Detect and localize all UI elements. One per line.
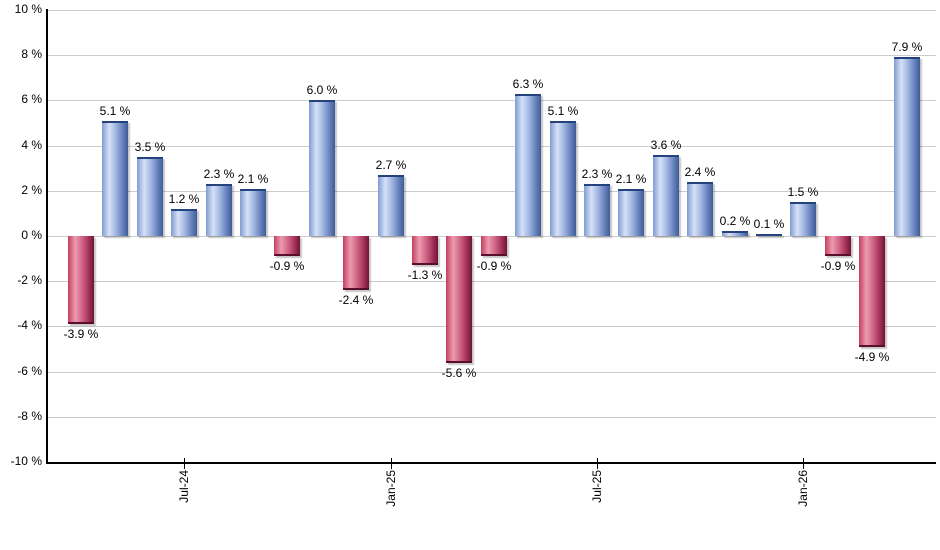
bar[interactable]: [274, 236, 300, 256]
bar[interactable]: [859, 236, 885, 347]
x-axis-tick: [391, 458, 392, 469]
bar-value-label: -3.9 %: [63, 327, 99, 341]
bar[interactable]: [756, 234, 782, 236]
bar[interactable]: [446, 236, 472, 363]
x-axis-tick-label: Jul-25: [590, 470, 604, 503]
y-axis-tick-label: 10 %: [14, 2, 42, 16]
gridline: [48, 100, 936, 101]
x-axis-tick-label: Jan-26: [796, 470, 810, 507]
bar[interactable]: [653, 155, 679, 236]
bar[interactable]: [550, 121, 576, 236]
gridline: [48, 281, 936, 282]
bar[interactable]: [102, 121, 128, 236]
bar-value-label: 2.1 %: [615, 172, 647, 186]
y-axis-tick-label: 4 %: [21, 138, 42, 152]
gridline: [48, 146, 936, 147]
bar[interactable]: [68, 236, 94, 324]
bar[interactable]: [618, 189, 644, 236]
bar[interactable]: [343, 236, 369, 290]
gridline: [48, 55, 936, 56]
gridline: [48, 417, 936, 418]
bar[interactable]: [722, 231, 748, 236]
bar-value-label: 5.1 %: [99, 104, 131, 118]
bar[interactable]: [825, 236, 851, 256]
bar[interactable]: [481, 236, 507, 256]
gridline: [48, 326, 936, 327]
x-axis-tick-label: Jan-25: [384, 470, 398, 507]
bar-value-label: 5.1 %: [547, 104, 579, 118]
bar-value-label: -0.9 %: [476, 259, 512, 273]
x-axis-tick-label: Jul-24: [177, 470, 191, 503]
bar[interactable]: [240, 189, 266, 236]
bar-value-label: 1.5 %: [787, 185, 819, 199]
bar-value-label: -2.4 %: [338, 293, 374, 307]
bar[interactable]: [378, 175, 404, 236]
bar[interactable]: [412, 236, 438, 265]
bar-value-label: 3.5 %: [134, 140, 166, 154]
bar-value-label: 2.1 %: [237, 172, 269, 186]
bar[interactable]: [894, 57, 920, 236]
bar-value-label: 2.4 %: [684, 165, 716, 179]
bar[interactable]: [790, 202, 816, 236]
bar[interactable]: [687, 182, 713, 236]
x-axis-tick: [803, 458, 804, 469]
bar-value-label: -0.9 %: [820, 259, 856, 273]
bar-value-label: -4.9 %: [854, 350, 890, 364]
bar[interactable]: [515, 94, 541, 236]
y-axis-tick-label: -8 %: [17, 409, 42, 423]
gridline: [48, 191, 936, 192]
y-axis-tick-label: 8 %: [21, 47, 42, 61]
y-axis-tick-label: -6 %: [17, 364, 42, 378]
bar-value-label: -0.9 %: [269, 259, 305, 273]
bar-value-label: 1.2 %: [168, 192, 200, 206]
bar[interactable]: [584, 184, 610, 236]
y-axis-tick-label: -2 %: [17, 273, 42, 287]
bar-value-label: -1.3 %: [407, 268, 443, 282]
bar-value-label: 2.7 %: [375, 158, 407, 172]
bar-value-label: 2.3 %: [203, 167, 235, 181]
bar-value-label: 6.0 %: [306, 83, 338, 97]
bar[interactable]: [171, 209, 197, 236]
bar[interactable]: [309, 100, 335, 236]
bar-value-label: -5.6 %: [441, 366, 477, 380]
bar-value-label: 2.3 %: [581, 167, 613, 181]
x-axis-tick: [597, 458, 598, 469]
gridline: [48, 10, 936, 11]
bar[interactable]: [206, 184, 232, 236]
bar-value-label: 0.2 %: [719, 214, 751, 228]
bar-value-label: 0.1 %: [753, 217, 785, 231]
bar-value-label: 7.9 %: [891, 40, 923, 54]
bar-value-label: 6.3 %: [512, 77, 544, 91]
y-axis-tick-label: 6 %: [21, 92, 42, 106]
y-axis-tick-label: 0 %: [21, 228, 42, 242]
bar-value-label: 3.6 %: [650, 138, 682, 152]
y-axis-tick-label: 2 %: [21, 183, 42, 197]
gridline: [48, 372, 936, 373]
y-axis-line: [46, 9, 48, 464]
x-axis-tick: [184, 458, 185, 469]
y-axis-tick-label: -4 %: [17, 318, 42, 332]
y-axis-tick-label: -10 %: [10, 454, 42, 468]
x-axis-line: [46, 462, 936, 464]
bar[interactable]: [137, 157, 163, 236]
